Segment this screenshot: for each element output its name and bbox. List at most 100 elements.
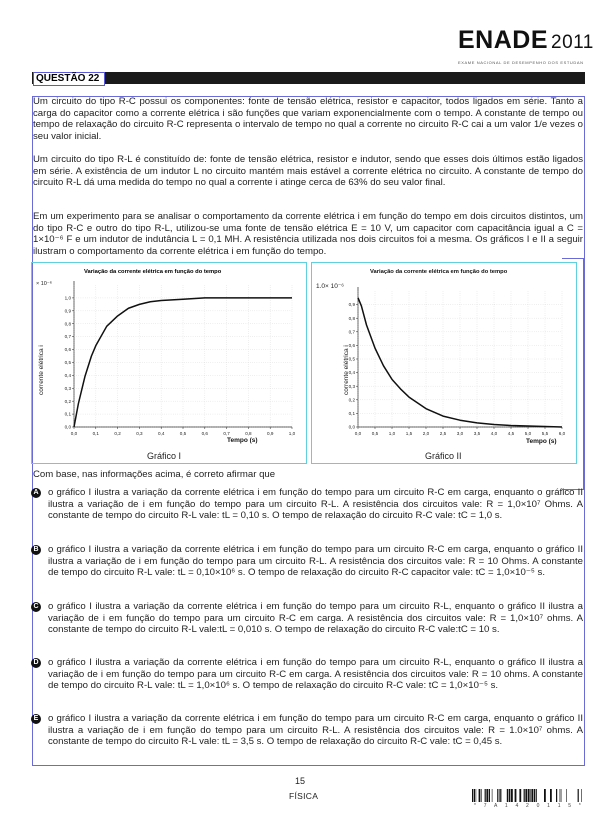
option-b[interactable]: B o gráfico I ilustra a variação da corr… — [31, 544, 583, 579]
option-d-letter: D — [31, 658, 41, 668]
graph-ii-x-tick-label: 0,5 — [372, 431, 379, 436]
graph-i-y-tick-label: 0,6 — [65, 347, 72, 352]
graph-i: Variação da corrente elétrica em função … — [31, 262, 307, 464]
paragraph-rc-circuit: Um circuito do tipo R-C possui os compon… — [33, 96, 583, 142]
barcode-bar — [550, 789, 552, 802]
graph-i-y-tick-label: 0,2 — [65, 399, 72, 404]
paragraph-experiment: Em um experimento para se analisar o com… — [33, 211, 583, 257]
option-e[interactable]: E o gráfico I ilustra a variação da corr… — [31, 713, 583, 748]
graph-ii-title: Variação da corrente elétrica em função … — [370, 269, 508, 275]
question-frame — [32, 96, 585, 766]
graph-i-y-tick-label: 0,4 — [65, 373, 72, 378]
option-d[interactable]: D o gráfico I ilustra a variação da corr… — [31, 657, 583, 692]
question-prompt: Com base, nas informações acima, é corre… — [33, 469, 276, 480]
graph-i-scale: × 10⁻⁶ — [36, 280, 52, 287]
barcode-bar — [473, 789, 475, 802]
graph-ii-x-tick-label: 2,5 — [440, 431, 447, 436]
graph-ii-x-tick-label: 0,0 — [355, 431, 362, 436]
barcode-bar — [527, 789, 530, 802]
option-b-text: o gráfico I ilustra a variação da corren… — [48, 544, 583, 579]
graph-ii-x-tick-label: 6,0 — [559, 431, 566, 436]
graph-i-x-tick-label: 0,0 — [71, 431, 78, 436]
graph-ii-x-tick-label: 5,0 — [525, 431, 532, 436]
graph-ii-x-tick-label: 1,5 — [406, 431, 413, 436]
graph-i-title: Variação da corrente elétrica em função … — [84, 269, 222, 275]
graph-ii-scale: 1.0× 10⁻⁶ — [316, 283, 344, 290]
question-label: QUESTÃO 22 — [33, 72, 105, 86]
paragraph-rl-circuit: Um circuito do tipo R-L é constituído de… — [33, 154, 583, 189]
graph-ii-y-tick-label: 0,2 — [349, 397, 356, 402]
graph-ii-y-tick-label: 0,6 — [349, 343, 356, 348]
graph-ii-y-tick-label: 0,8 — [349, 316, 356, 321]
graph-i-x-tick-label: 0,4 — [158, 431, 165, 436]
barcode-bar — [475, 789, 477, 802]
graph-i-x-tick-label: 0,3 — [136, 431, 143, 436]
graph-ii-y-tick-label: 0,9 — [349, 302, 356, 307]
graph-i-y-tick-label: 0,5 — [65, 360, 72, 365]
barcode-bar — [544, 789, 546, 802]
graph-i-y-tick-label: 0,0 — [65, 425, 72, 430]
barcode-bar — [481, 789, 482, 802]
graph-ii-y-tick-label: 0,7 — [349, 329, 356, 334]
option-b-letter: B — [31, 545, 41, 555]
barcode-bar — [491, 789, 493, 802]
barcode-bar — [499, 789, 500, 802]
graph-ii-chart: Variação da corrente elétrica em função … — [316, 269, 566, 461]
graph-i-y-tick-label: 1,0 — [65, 296, 72, 301]
graph-i-y-tick-label: 0,9 — [65, 308, 72, 313]
graph-i-series-line — [73, 297, 292, 428]
logo-year: 2011 — [551, 32, 594, 53]
barcode-bar — [535, 789, 537, 802]
barcode-bar — [519, 789, 522, 802]
graph-ii-x-tick-label: 2,0 — [423, 431, 430, 436]
barcode — [472, 789, 582, 802]
option-a[interactable]: A o gráfico I ilustra a variação da corr… — [31, 487, 583, 522]
option-a-letter: A — [31, 488, 41, 498]
barcode-bar — [531, 789, 534, 802]
graph-i-chart: Variação da corrente elétrica em função … — [36, 269, 296, 461]
barcode-bar — [560, 789, 562, 802]
graph-i-x-tick-label: 1,0 — [289, 431, 296, 436]
graph-i-y-tick-label: 0,8 — [65, 321, 72, 326]
barcode-bar — [486, 789, 489, 802]
graph-ii-y-tick-label: 0,1 — [349, 411, 356, 416]
barcode-bar — [556, 789, 558, 802]
barcode-bar — [523, 789, 525, 802]
graph-i-y-tick-label: 0,3 — [65, 386, 72, 391]
option-c-text: o gráfico I ilustra a variação da corren… — [48, 601, 583, 636]
option-e-text: o gráfico I ilustra a variação da corren… — [48, 713, 583, 748]
graph-i-x-tick-label: 0,2 — [114, 431, 121, 436]
graph-ii-x-tick-label: 1,0 — [389, 431, 396, 436]
graph-bracket — [562, 258, 584, 490]
graph-ii-x-tick-label: 4,0 — [491, 431, 498, 436]
option-c[interactable]: C o gráfico I ilustra a variação da corr… — [31, 601, 583, 636]
graph-i-x-tick-label: 0,9 — [267, 431, 274, 436]
barcode-number: * 7 A 1 4 2 0 1 1 5 * — [474, 803, 585, 809]
graph-i-x-tick-label: 0,6 — [202, 431, 209, 436]
barcode-bar — [525, 789, 528, 802]
barcode-bar — [566, 789, 567, 802]
graph-i-x-tick-label: 0,7 — [223, 431, 230, 436]
option-a-text: o gráfico I ilustra a variação da corren… — [48, 487, 583, 522]
barcode-bar — [508, 789, 511, 802]
graph-ii-caption: Gráfico II — [425, 451, 462, 461]
barcode-bar — [488, 789, 490, 802]
barcode-bar — [500, 789, 502, 802]
option-c-letter: C — [31, 602, 41, 612]
page-number: 15 — [295, 776, 306, 786]
graph-ii-y-tick-label: 0,5 — [349, 357, 356, 362]
barcode-bar — [559, 789, 561, 802]
enade-logo: ENADE 2011 — [458, 26, 594, 55]
barcode-bar — [484, 789, 486, 802]
graph-i-xlabel: Tempo (s) — [227, 437, 258, 444]
graph-ii-y-tick-label: 0,0 — [349, 425, 356, 430]
graph-ii-x-tick-label: 4,5 — [508, 431, 515, 436]
barcode-bar — [506, 789, 508, 802]
graph-i-caption: Gráfico I — [147, 451, 181, 461]
graph-ii-x-tick-label: 5,5 — [542, 431, 549, 436]
graph-ii-y-tick-label: 0,3 — [349, 384, 356, 389]
graph-i-ylabel: corrente elétrica i — [38, 345, 45, 395]
barcode-bar — [514, 789, 517, 802]
logo-text: ENADE — [458, 26, 549, 54]
barcode-bar — [497, 789, 499, 802]
